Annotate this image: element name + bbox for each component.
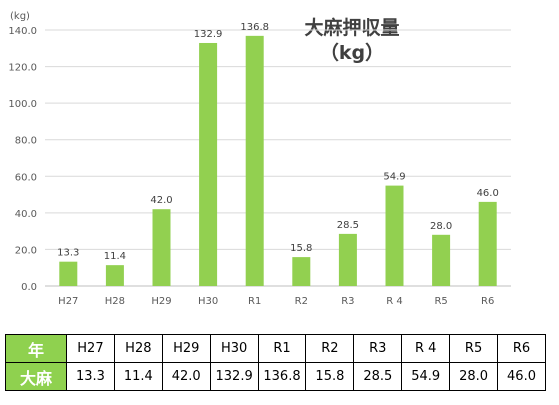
- table-value-cell: 42.0: [161, 362, 211, 391]
- y-tick-label: 40.0: [15, 209, 37, 220]
- grid-lines: [45, 29, 511, 287]
- y-tick-label: 120.0: [8, 63, 37, 74]
- data-label: 132.9: [194, 29, 223, 40]
- data-labels: 13.3 11.4 42.0 132.9 136.8 15.8 28.5 54.9 28.0 46…: [57, 22, 499, 262]
- table-header-row: 年 H27 H28 H29 H30 R1 R2 R3 R 4 R5 R6: [5, 334, 546, 363]
- table-value-cell: 54.9: [401, 362, 451, 391]
- table-value-cell: 11.4: [113, 362, 163, 391]
- chart-title-unit: （kg）: [320, 41, 384, 64]
- table-value-cell: 136.8: [257, 362, 307, 391]
- x-tick-label: R3: [341, 296, 354, 307]
- data-label: 54.9: [383, 172, 405, 183]
- bar: [338, 233, 357, 286]
- y-tick-label: 0.0: [21, 282, 37, 293]
- x-tick-label: H28: [105, 296, 125, 307]
- table-row-label: 大麻: [5, 362, 67, 391]
- data-label: 13.3: [57, 248, 79, 259]
- y-tick-label: 140.0: [8, 26, 37, 37]
- x-axis-ticks: H27 H28 H29 H30 R1 R2 R3 R 4 R5 R6: [58, 296, 494, 307]
- chart-title: 大麻押収量: [304, 16, 399, 39]
- table-year-cell: H30: [209, 334, 259, 363]
- table-value-cell: 13.3: [66, 362, 115, 391]
- data-label: 28.0: [430, 221, 452, 232]
- bar: [105, 265, 124, 286]
- x-tick-label: R1: [248, 296, 261, 307]
- table-year-cell: R 4: [401, 334, 451, 363]
- bar: [478, 201, 497, 286]
- y-axis-ticks: 0.0 20.0 40.0 60.0 80.0 100.0 120.0 140.0: [8, 26, 37, 293]
- x-tick-label: R6: [481, 296, 494, 307]
- data-label: 136.8: [240, 22, 269, 33]
- table-value-cell: 46.0: [497, 362, 546, 391]
- bar: [152, 209, 171, 286]
- table-value-cell: 28.5: [353, 362, 403, 391]
- bar: [432, 234, 451, 286]
- table-value-cell: 15.8: [305, 362, 355, 391]
- table-year-cell: R1: [257, 334, 307, 363]
- table-year-cell: R2: [305, 334, 355, 363]
- x-tick-label: H30: [198, 296, 218, 307]
- y-axis-unit-label: (kg): [10, 11, 30, 22]
- y-tick-label: 60.0: [15, 172, 37, 183]
- x-tick-label: H29: [151, 296, 171, 307]
- data-label: 28.5: [337, 220, 359, 231]
- table-year-cell: R3: [353, 334, 403, 363]
- table-value-cell: 132.9: [209, 362, 259, 391]
- data-label: 11.4: [104, 251, 126, 262]
- bar-chart: (kg) 大麻押収量 （kg） 0.0 20.0 40.0 60.0 80.0 100.0…: [8, 11, 511, 307]
- table-value-cell: 28.0: [449, 362, 499, 391]
- x-tick-label: R2: [295, 296, 308, 307]
- table-year-cell: R6: [497, 334, 546, 363]
- bar: [199, 42, 218, 287]
- table-year-cell: H28: [113, 334, 163, 363]
- y-tick-label: 80.0: [15, 136, 37, 147]
- data-label: 46.0: [477, 188, 499, 199]
- x-tick-label: R 4: [386, 296, 403, 307]
- table-year-cell: R5: [449, 334, 499, 363]
- data-label: 42.0: [150, 195, 172, 206]
- bar: [292, 257, 311, 286]
- data-table: 年 H27 H28 H29 H30 R1 R2 R3 R 4 R5 R6 大麻 …: [5, 334, 546, 391]
- data-label: 15.8: [290, 243, 312, 254]
- y-tick-label: 100.0: [8, 99, 37, 110]
- bars: [59, 35, 497, 287]
- bar: [59, 261, 78, 286]
- table-year-cell: H29: [161, 334, 211, 363]
- table-header-label: 年: [5, 334, 67, 363]
- table-year-cell: H27: [66, 334, 115, 363]
- table-value-row: 大麻 13.3 11.4 42.0 132.9 136.8 15.8 28.5 …: [5, 362, 546, 391]
- y-tick-label: 20.0: [15, 245, 37, 256]
- bar: [245, 35, 264, 287]
- x-tick-label: H27: [58, 296, 78, 307]
- bar: [385, 185, 404, 286]
- x-tick-label: R5: [434, 296, 447, 307]
